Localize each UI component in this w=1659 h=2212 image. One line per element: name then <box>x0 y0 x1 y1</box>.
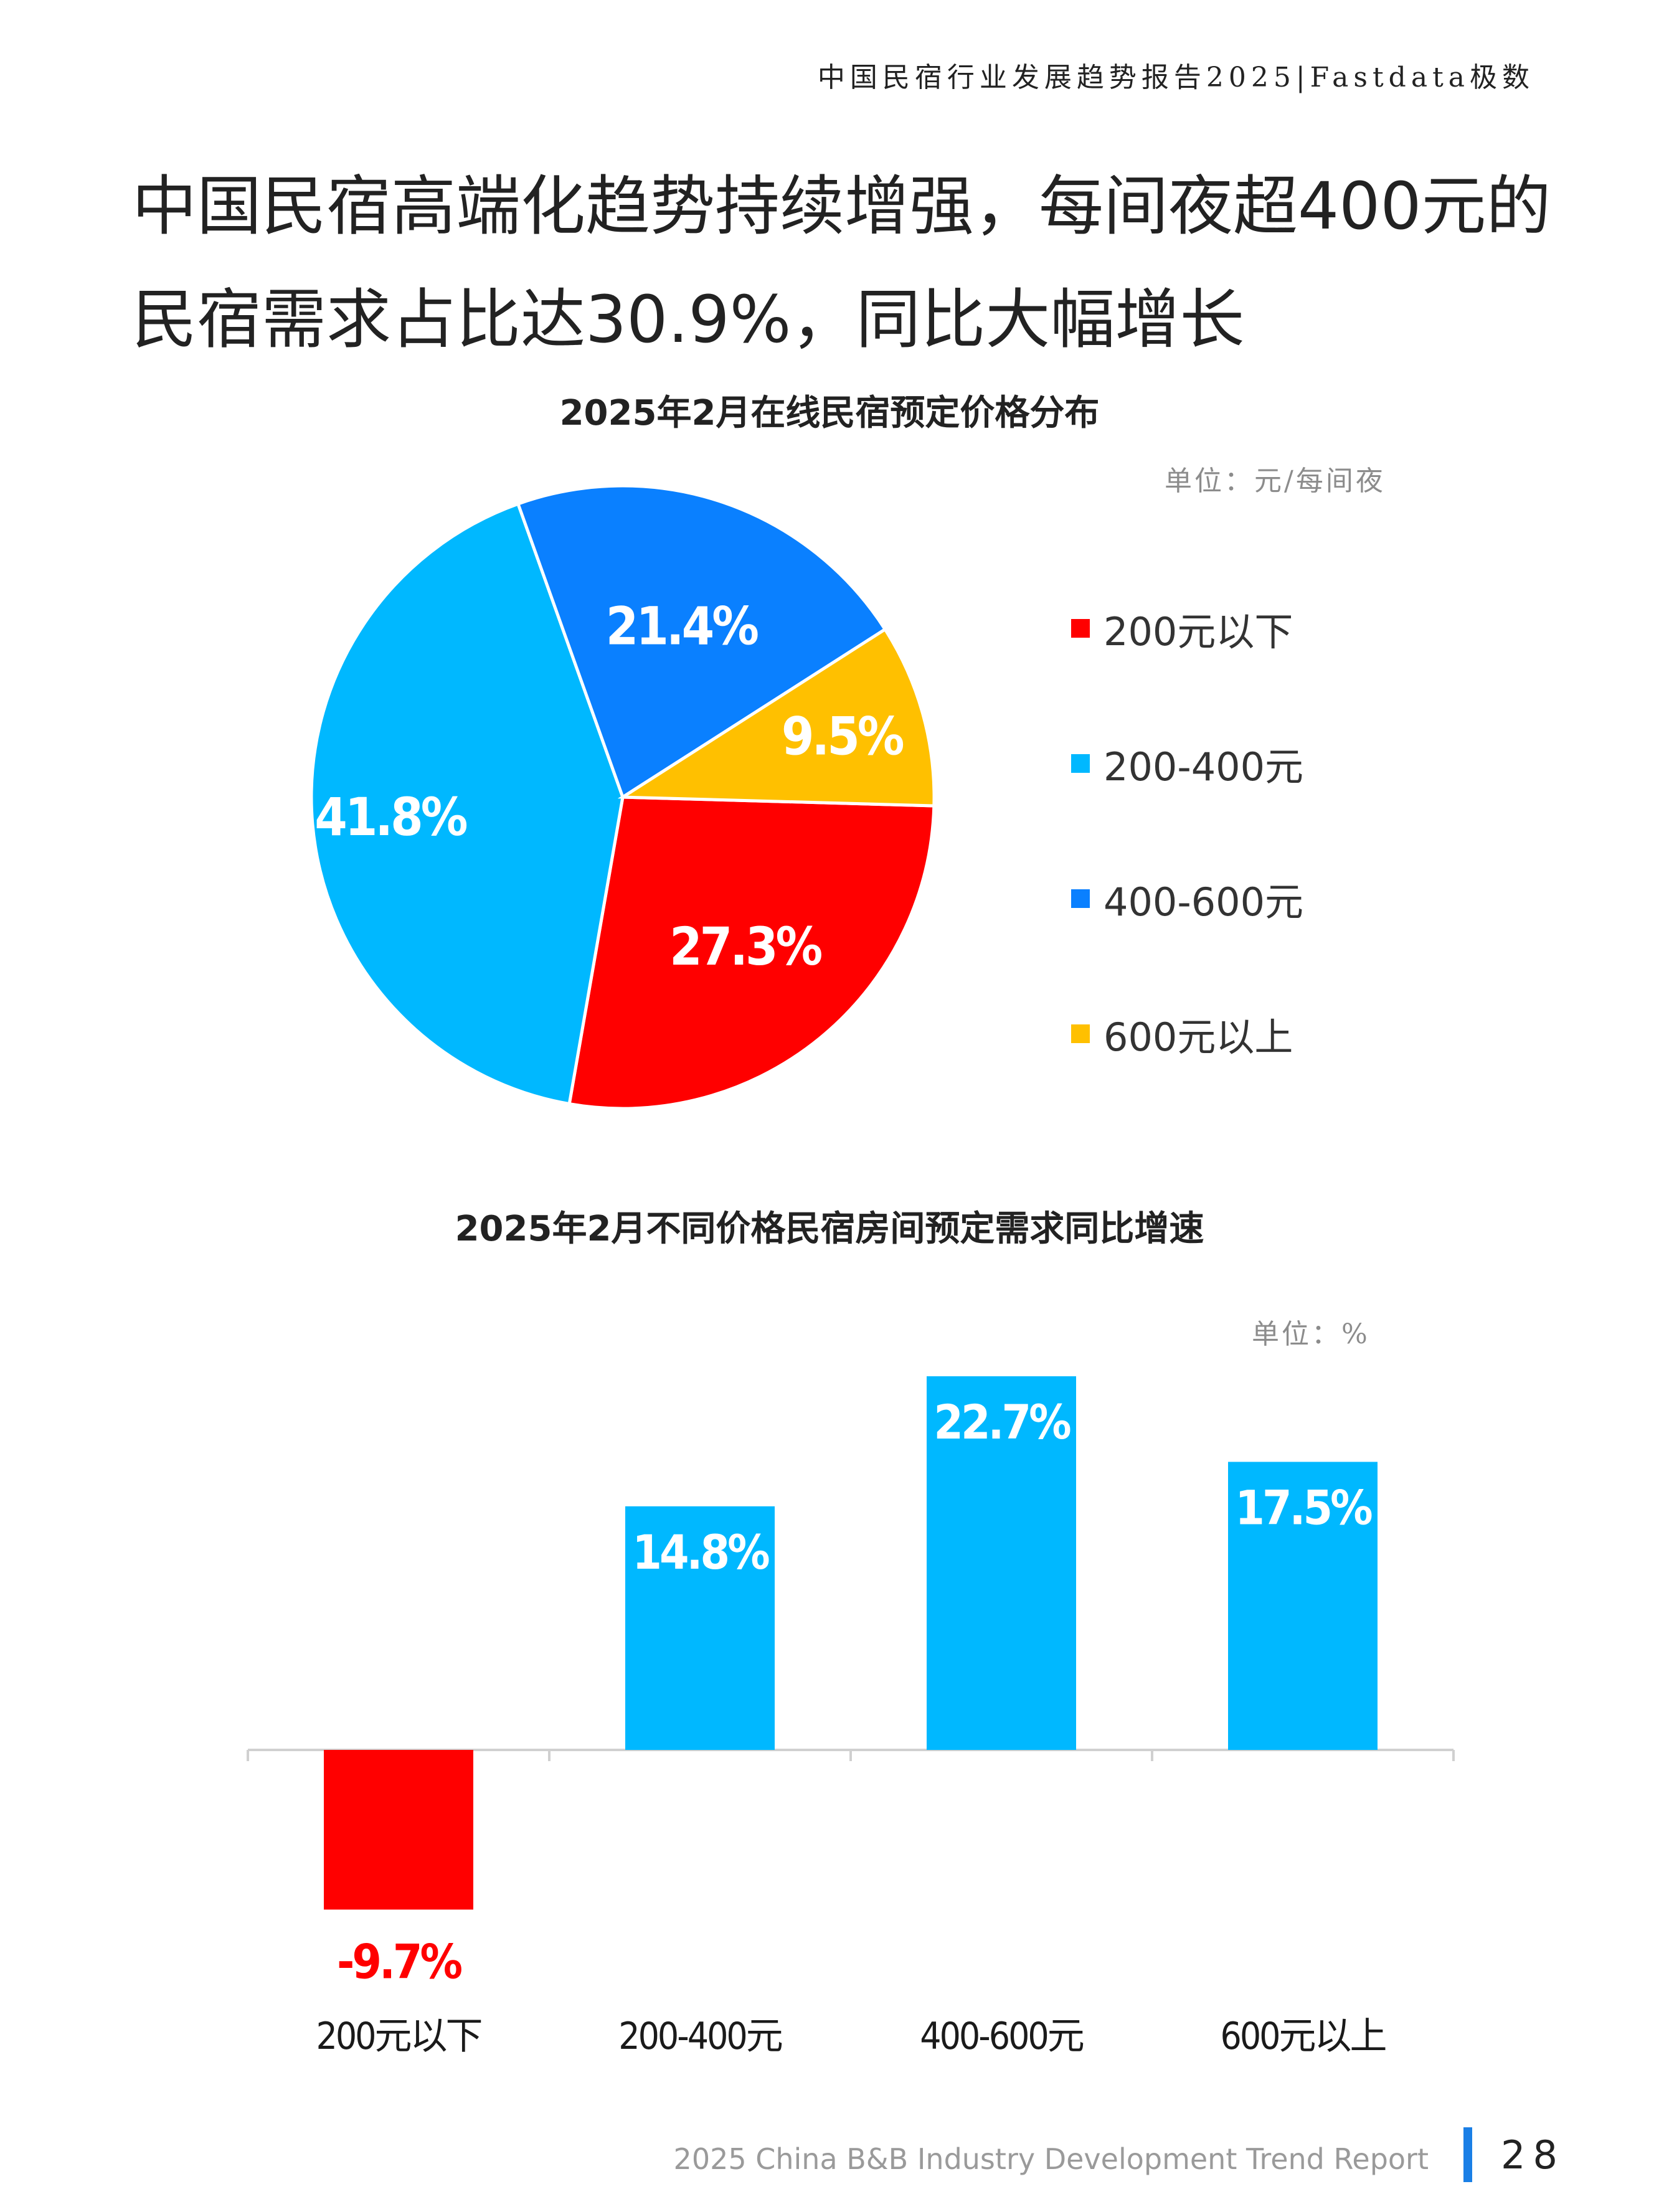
pie-data-label: 41.8% <box>314 787 466 848</box>
bar-chart: -9.7% 200元以下 14.8% 200-400元 22.7% 400-600元 17.… <box>247 1376 1455 2058</box>
legend-swatch-light-blue <box>1071 754 1090 773</box>
headline-line-2: 民宿需求占比达30.9%，同比大幅增长 <box>132 281 1245 357</box>
headline-line-1: 中国民宿高端化趋势持续增强，每间夜超400元的 <box>132 168 1551 244</box>
bar-data-label: 17.5% <box>1235 1480 1372 1535</box>
pie-chart: 27.3% 41.8% 21.4% 9.5% <box>310 484 936 1110</box>
pie-legend: 200元以下 200-400元 400-600元 600元以上 <box>1071 560 1303 1101</box>
legend-item-400-600: 400-600元 <box>1071 831 1303 966</box>
category-label: 600元以上 <box>1220 2015 1385 2058</box>
bar-data-label: -9.7% <box>337 1934 462 1989</box>
report-header-title: 中国民宿行业发展趋势报告2025|Fastdata极数 <box>817 62 1534 93</box>
slice-400-600 <box>516 484 887 800</box>
slice-over-600 <box>617 627 936 808</box>
slice-200-400 <box>310 501 625 1106</box>
category-label: 200元以下 <box>316 2015 481 2058</box>
bar <box>625 1506 775 1750</box>
bar <box>927 1376 1076 1750</box>
bar <box>324 1750 473 1910</box>
pie-data-label: 27.3% <box>669 916 821 977</box>
pie-data-label: 21.4% <box>606 596 758 657</box>
slice-under-200 <box>567 795 936 1110</box>
pie-chart-unit: 单位：元/每间夜 <box>1165 465 1386 497</box>
legend-item-over-600: 600元以上 <box>1071 966 1303 1101</box>
page-headline: 中国民宿高端化趋势持续增强，每间夜超400元的 民宿需求占比达30.9%，同比大… <box>132 149 1564 376</box>
category-label: 400-600元 <box>920 2015 1083 2058</box>
legend-label: 600元以上 <box>1104 1014 1293 1060</box>
legend-label: 400-600元 <box>1104 879 1304 925</box>
page-number: 28 <box>1501 2132 1565 2178</box>
bar-chart-title: 2025年2月不同价格民宿房间预定需求同比增速 <box>455 1209 1204 1249</box>
bar <box>1228 1462 1378 1750</box>
legend-swatch-red <box>1071 618 1090 638</box>
bar-chart-unit: 单位：% <box>1252 1318 1370 1350</box>
legend-swatch-blue <box>1071 889 1090 908</box>
legend-item-under-200: 200元以下 <box>1071 560 1303 696</box>
bar-data-label: 14.8% <box>632 1524 769 1580</box>
legend-item-200-400: 200-400元 <box>1071 696 1303 831</box>
footer-accent-bar <box>1463 2127 1472 2182</box>
pie-chart-title: 2025年2月在线民宿预定价格分布 <box>559 393 1100 433</box>
bar-data-label: 22.7% <box>933 1394 1071 1450</box>
footer-report-name: 2025 China B&B Industry Development Tren… <box>673 2142 1429 2176</box>
legend-label: 200-400元 <box>1104 744 1304 790</box>
legend-swatch-gold <box>1071 1024 1090 1043</box>
pie-data-label: 9.5% <box>782 706 904 767</box>
legend-label: 200元以下 <box>1104 608 1293 655</box>
category-label: 200-400元 <box>618 2015 782 2058</box>
